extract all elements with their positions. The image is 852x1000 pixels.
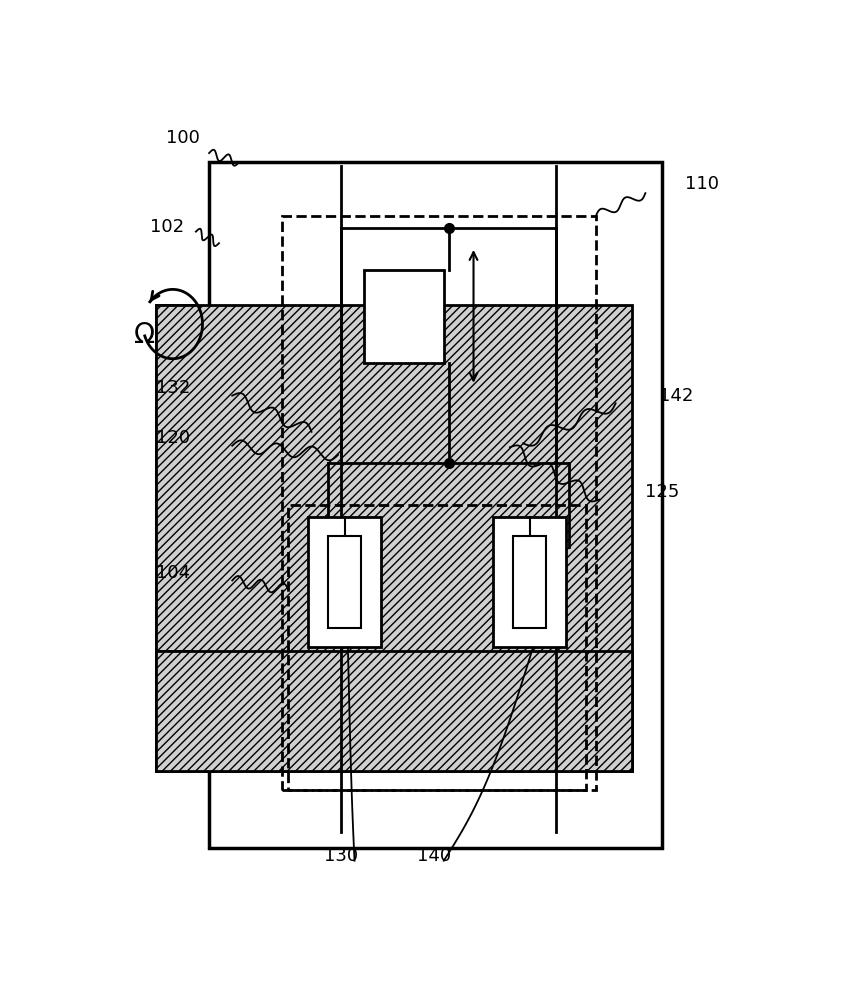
- Text: 132: 132: [156, 379, 190, 397]
- Text: 140: 140: [417, 847, 451, 865]
- Text: 110: 110: [684, 175, 718, 193]
- Text: 125: 125: [645, 483, 679, 501]
- Bar: [513, 536, 545, 628]
- Text: 142: 142: [658, 387, 692, 405]
- Bar: [288, 505, 585, 790]
- Bar: [281, 216, 595, 790]
- Bar: [308, 517, 381, 647]
- Bar: [209, 162, 661, 848]
- Bar: [156, 305, 193, 771]
- Bar: [492, 517, 566, 647]
- Text: 102: 102: [149, 218, 183, 235]
- Bar: [156, 651, 193, 771]
- Text: 130: 130: [324, 847, 358, 865]
- Text: $\Omega$: $\Omega$: [133, 322, 155, 349]
- Bar: [364, 270, 443, 363]
- Bar: [156, 651, 631, 771]
- Bar: [328, 536, 360, 628]
- Text: 120: 120: [156, 429, 190, 447]
- Text: 104: 104: [156, 564, 190, 582]
- Text: 100: 100: [166, 129, 199, 147]
- Bar: [156, 305, 631, 771]
